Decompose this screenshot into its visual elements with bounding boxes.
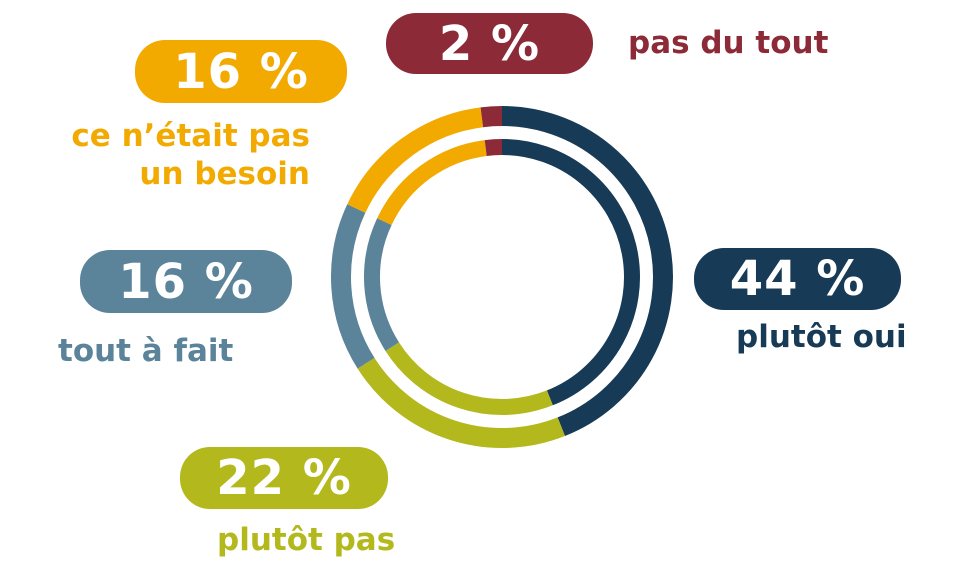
donut-arc-outer-plutot-pas bbox=[357, 357, 565, 448]
donut-arc-inner-plutot-pas bbox=[385, 342, 553, 415]
pill-pas-un-besoin: 16 % bbox=[135, 40, 347, 103]
donut-arc-inner-plutot-oui bbox=[501, 139, 640, 406]
donut-arc-outer-tout-a-fait bbox=[331, 204, 375, 369]
pill-plutot-pas: 22 % bbox=[180, 447, 388, 509]
pill-plutot-oui: 44 % bbox=[694, 248, 901, 310]
donut-arc-outer-plutot-oui bbox=[501, 106, 673, 436]
label-plutot-oui: plutôt oui bbox=[736, 318, 907, 356]
donut-arc-inner-pas-du-tout bbox=[484, 139, 503, 156]
label-tout-a-fait-text: tout à fait bbox=[58, 333, 234, 369]
label-plutot-pas-text: plutôt pas bbox=[217, 522, 396, 558]
label-plutot-pas: plutôt pas bbox=[217, 521, 395, 559]
label-pas-un-besoin: ce n’était pas un besoin bbox=[38, 117, 310, 193]
pill-pas-du-tout: 2 % bbox=[386, 13, 593, 74]
value-plutot-oui: 44 % bbox=[729, 251, 866, 307]
value-pas-du-tout: 2 % bbox=[438, 15, 541, 72]
donut-arc-inner-tout-a-fait bbox=[364, 218, 400, 351]
value-tout-a-fait: 16 % bbox=[118, 253, 254, 310]
label-pas-un-besoin-line-2: un besoin bbox=[139, 156, 310, 192]
label-pas-du-tout-text: pas du tout bbox=[628, 25, 829, 61]
value-pas-un-besoin: 16 % bbox=[173, 43, 309, 100]
label-pas-un-besoin-line-1: ce n’était pas bbox=[71, 118, 310, 154]
donut-arc-inner-pas-un-besoin bbox=[377, 140, 487, 226]
label-plutot-oui-text: plutôt oui bbox=[736, 319, 907, 355]
pill-tout-a-fait: 16 % bbox=[80, 250, 292, 313]
label-tout-a-fait: tout à fait bbox=[58, 332, 233, 370]
donut-arc-outer-pas-du-tout bbox=[480, 106, 503, 128]
donut-arc-outer-pas-un-besoin bbox=[347, 107, 484, 213]
label-pas-du-tout: pas du tout bbox=[628, 24, 828, 62]
value-plutot-pas: 22 % bbox=[216, 450, 352, 506]
